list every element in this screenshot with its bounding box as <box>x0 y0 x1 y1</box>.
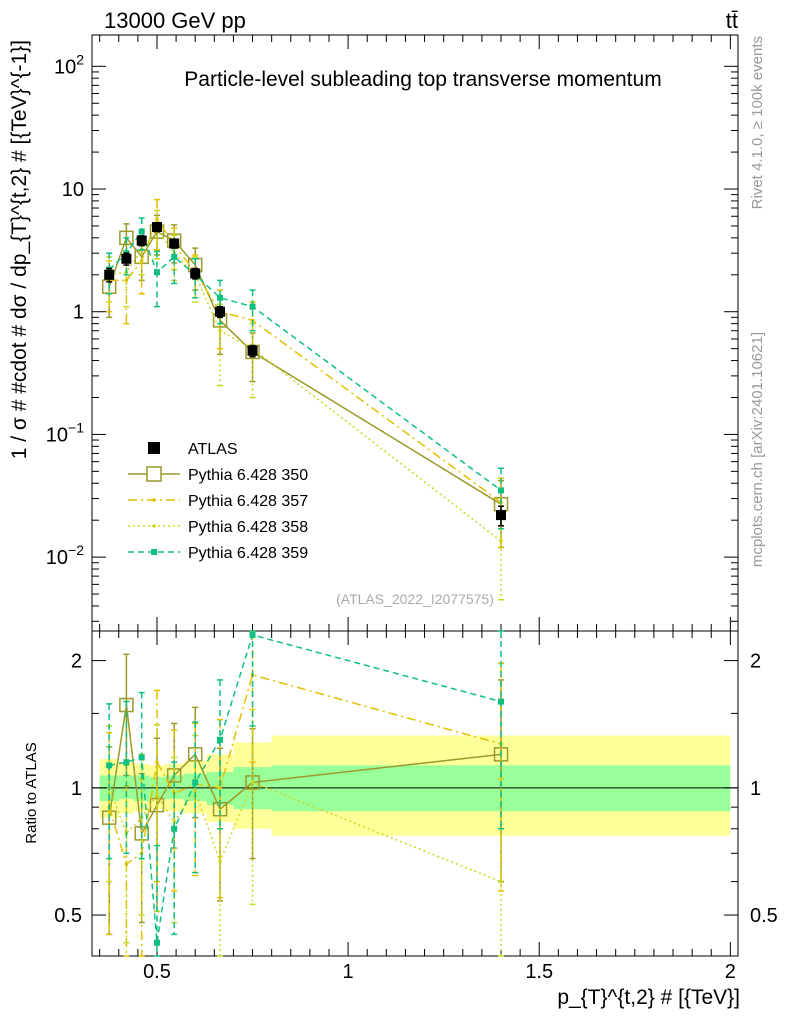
ratio-panel-frame <box>91 630 739 957</box>
data-point <box>217 294 224 301</box>
data-point <box>155 760 159 764</box>
data-point <box>218 859 222 864</box>
series-line <box>108 781 502 883</box>
legend: ATLAS Pythia 6.428 350 Pythia 6.428 357 Pyt… <box>128 441 308 562</box>
x-tick-label: 0.5 <box>143 961 171 983</box>
legend-label: Pythia 6.428 358 <box>188 519 308 536</box>
data-point <box>218 786 222 790</box>
data-point <box>171 253 178 260</box>
legend-marker <box>148 442 160 454</box>
series-line <box>108 673 502 866</box>
analysis-tag: (ATLAS_2022_I2077575) <box>336 591 494 607</box>
data-point <box>153 939 160 946</box>
data-point <box>124 278 129 283</box>
data-point <box>218 328 222 333</box>
ratio-y-tick-label-right: 1 <box>750 778 761 800</box>
data-point <box>499 539 503 543</box>
data-point <box>124 862 129 866</box>
data-point <box>192 779 199 786</box>
legend-label: Pythia 6.428 357 <box>188 493 308 510</box>
data-point <box>119 230 134 246</box>
data-point <box>151 222 162 233</box>
data-point <box>119 697 134 713</box>
y-tick-label: 1 <box>73 302 84 324</box>
data-point <box>249 631 256 638</box>
data-point <box>498 698 505 705</box>
legend-marker <box>152 524 156 528</box>
ratio-y-tick-label-right: 2 <box>750 651 761 673</box>
ratio-panel: 0.5 1 1.5 2 0.5 0.5 1 1 2 2 <box>54 630 778 983</box>
series-line <box>109 217 502 503</box>
series-line <box>108 230 502 505</box>
main-panel-frame <box>91 34 739 632</box>
data-point <box>172 820 176 824</box>
data-point <box>138 754 145 761</box>
y-tick-label: 10−2 <box>46 542 84 569</box>
data-point <box>250 780 255 785</box>
main-panel: 10−2 10−1 1 10 102 <box>46 35 738 631</box>
x-tick-label: 1.5 <box>525 961 553 983</box>
collision-label: 13000 GeV pp <box>104 8 246 33</box>
y-tick-label: 102 <box>54 51 84 78</box>
x-tick-label: 1 <box>343 961 354 983</box>
data-point <box>153 269 160 276</box>
legend-label: Pythia 6.428 350 <box>188 467 308 484</box>
data-point <box>217 736 224 743</box>
legend-marker <box>151 549 157 555</box>
data-point <box>499 879 503 884</box>
ratio-y-tick-label: 0.5 <box>54 905 82 927</box>
series-line <box>109 227 502 542</box>
data-point <box>171 825 178 832</box>
rivet-label: Rivet 4.1.0, ≥ 100k events <box>749 36 766 209</box>
data-point <box>139 259 144 263</box>
series-line <box>108 229 502 491</box>
data-point <box>169 238 180 249</box>
data-point <box>104 269 115 280</box>
y-tick-label: 10−1 <box>46 419 84 446</box>
legend-label: Pythia 6.428 359 <box>188 545 308 562</box>
legend-label: ATLAS <box>188 441 238 458</box>
data-point <box>215 306 226 317</box>
data-point <box>155 217 159 221</box>
ratio-y-tick-label-right: 0.5 <box>750 905 778 927</box>
process-label: tt̄ <box>726 8 738 33</box>
ratio-y-tick-label: 2 <box>71 651 82 673</box>
mcplots-label: mcplots.cern.ch [arXiv:2401.10621] <box>749 332 766 567</box>
legend-marker <box>152 498 156 502</box>
y-axis-label: 1 / σ # #cdot # dσ / dp_{T}^{t,2} # [{Te… <box>8 40 31 459</box>
data-point <box>121 253 132 264</box>
ratio-y-axis-label: Ratio to ATLAS <box>23 742 40 843</box>
data-point <box>106 762 113 769</box>
ratio-y-tick-label: 1 <box>71 778 82 800</box>
plot-title: Particle-level subleading top transverse… <box>184 68 661 91</box>
x-axis-label: p_{T}^{t,2} # [{TeV}] <box>557 986 740 1009</box>
x-tick-label: 2 <box>725 961 736 983</box>
data-point <box>247 345 258 356</box>
y-tick-label: 10 <box>62 179 84 201</box>
data-point <box>138 228 145 235</box>
data-point <box>155 793 159 798</box>
data-point <box>190 268 201 279</box>
data-point <box>136 235 147 246</box>
data-point <box>193 789 198 794</box>
data-point <box>123 759 130 766</box>
data-point <box>496 510 507 521</box>
legend-marker <box>146 466 162 482</box>
data-point <box>498 487 505 494</box>
data-point <box>249 303 256 310</box>
